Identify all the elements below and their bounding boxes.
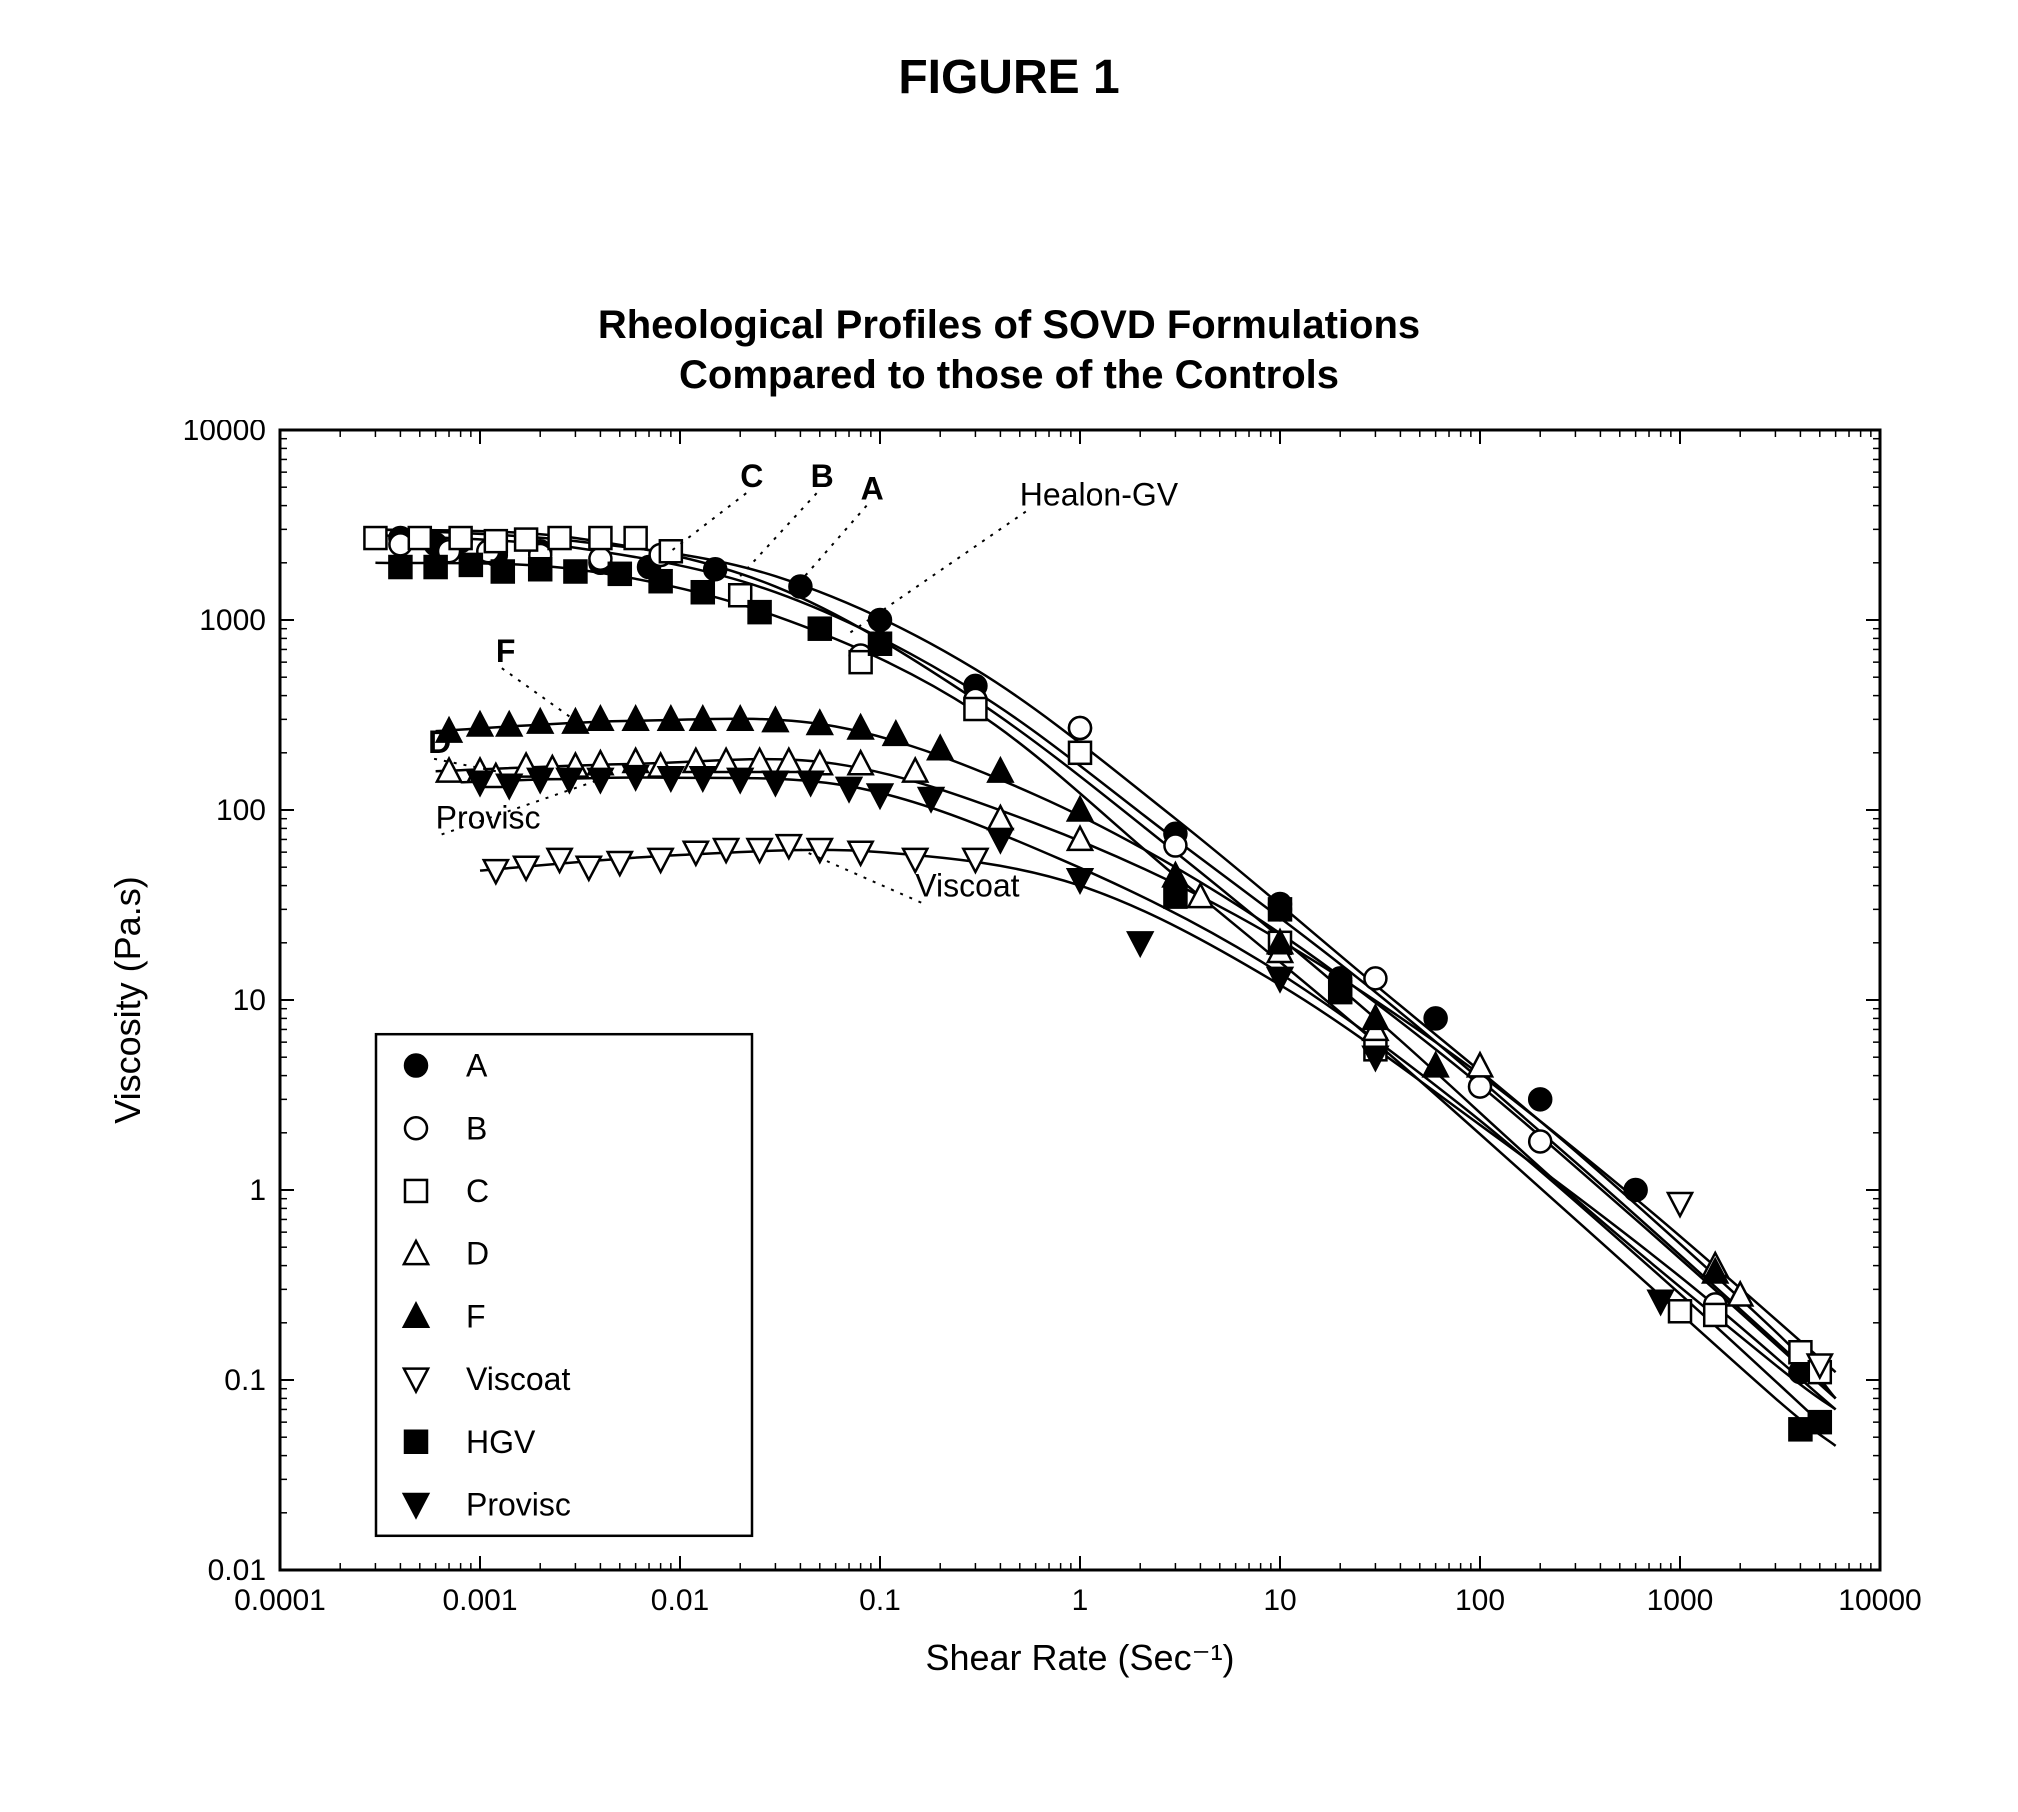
annotation-viscoat: Viscoat — [915, 868, 1019, 904]
x-tick-label: 0.01 — [651, 1584, 709, 1617]
plot-area: 0.0001 0.001 0.01 0.1 1 10 100 1000 10000 0.01 0.1… — [50, 420, 1968, 1760]
annotation-f: F — [496, 633, 516, 669]
legend-item-b: B — [466, 1110, 487, 1146]
x-tick-label: 1 — [1072, 1584, 1089, 1617]
x-tick-label: 0.1 — [859, 1584, 901, 1617]
annotation-healon-gv: Healon-GV — [1020, 477, 1179, 513]
x-tick-label: 0.001 — [442, 1584, 517, 1617]
x-tick-label: 0.0001 — [234, 1584, 326, 1617]
y-tick-label: 10 — [233, 984, 266, 1017]
legend-item-hgv: HGV — [466, 1424, 536, 1460]
chart-title: Rheological Profiles of SOVD Formulation… — [0, 300, 2018, 400]
x-tick-label: 1000 — [1647, 1584, 1714, 1617]
annotation-a: A — [861, 471, 884, 507]
y-tick-label: 0.01 — [208, 1554, 266, 1587]
legend-item-f: F — [466, 1298, 486, 1334]
legend-item-c: C — [466, 1173, 489, 1209]
annotation-leader — [671, 493, 746, 551]
annotation-leader — [849, 512, 1026, 634]
x-tick-label: 10000 — [1838, 1584, 1921, 1617]
annotation-b: B — [811, 458, 834, 494]
annotation-d: D — [428, 724, 451, 760]
legend-item-viscoat: Viscoat — [466, 1361, 570, 1397]
x-tick-label: 100 — [1455, 1584, 1505, 1617]
annotation-provisc: Provisc — [436, 799, 541, 835]
legend-item-a: A — [466, 1048, 488, 1084]
y-tick-label: 1 — [249, 1174, 266, 1207]
legend-item-d: D — [466, 1236, 489, 1272]
annotation-c: C — [740, 458, 763, 494]
x-axis-label: Shear Rate (Sec⁻¹) — [925, 1637, 1234, 1678]
legend: ABCDF Viscoat HGV Provisc — [376, 1034, 752, 1536]
annotation-leader — [740, 493, 816, 576]
y-tick-label: 1000 — [199, 604, 266, 637]
x-tick-label: 10 — [1263, 1584, 1296, 1617]
annotation-leader — [800, 506, 866, 582]
figure-label: FIGURE 1 — [0, 50, 2018, 105]
y-tick-label: 100 — [216, 794, 266, 827]
y-tick-label: 0.1 — [224, 1364, 266, 1397]
y-axis-label: Viscosity (Pa.s) — [107, 876, 148, 1123]
legend-item-provisc: Provisc — [466, 1486, 571, 1522]
y-tick-label: 10000 — [183, 420, 266, 447]
